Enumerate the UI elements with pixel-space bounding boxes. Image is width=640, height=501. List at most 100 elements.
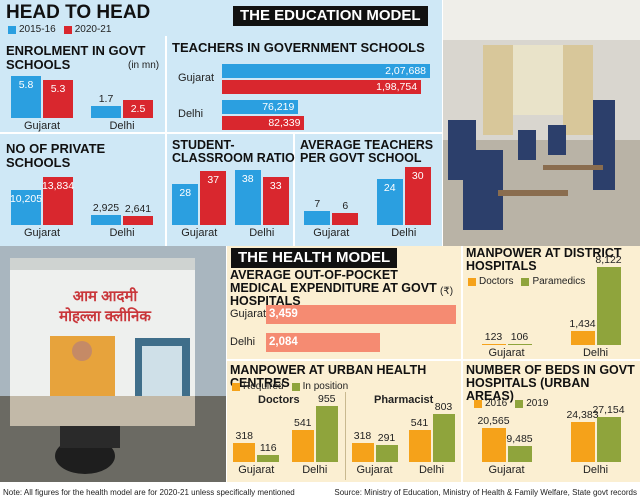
legend-swatch	[468, 277, 476, 286]
value-label: 1,98,754	[376, 80, 418, 93]
legend-label: In position	[302, 381, 349, 392]
x-tick-label: Gujarat	[488, 347, 525, 359]
sign-text: मोहल्ला क्लीनिक	[58, 307, 152, 325]
x-tick-label: Delhi	[302, 464, 328, 476]
value-label: 6	[342, 200, 349, 213]
bar	[43, 177, 73, 225]
bar	[332, 213, 359, 225]
value-label: 10,205	[9, 192, 43, 205]
x-tick-label: Gujarat	[181, 227, 218, 239]
x-tick-label: Gujarat	[356, 464, 393, 476]
value-label: 2,641	[124, 202, 152, 215]
bar	[262, 177, 289, 225]
unit-label: (₹)	[440, 286, 454, 297]
divider	[0, 132, 442, 134]
value-label: 28	[179, 187, 192, 200]
value-label: 2.5	[130, 102, 146, 115]
bar	[91, 214, 121, 225]
legend: Required In position	[232, 381, 348, 392]
value-label: 76,219	[262, 100, 295, 113]
bar	[596, 417, 621, 462]
bar	[375, 444, 398, 462]
chart-title: TEACHERS IN GOVERNMENT SCHOOLS	[172, 40, 425, 55]
sign-text: आम आदमी	[73, 287, 139, 305]
value-label: 5.8	[18, 79, 34, 91]
legend-swatch	[8, 25, 16, 34]
chart-title: NO OF PRIVATE SCHOOLS	[6, 141, 106, 170]
divider	[461, 246, 463, 482]
legend: 2016 2019	[474, 398, 549, 409]
value-label: 24	[383, 181, 396, 194]
section-title: THE HEALTH MODEL	[231, 248, 398, 268]
x-tick-label: Gujarat	[23, 227, 61, 239]
value-label: 9,485	[506, 433, 533, 446]
chart-title: ENROLMENT IN GOVT SCHOOLS	[6, 43, 146, 72]
x-tick-label: Delhi	[418, 464, 445, 476]
value-label: 116	[259, 442, 277, 455]
value-label: 8,122	[595, 254, 622, 266]
value-label: 7	[314, 198, 321, 211]
chart-title: STUDENT-CLASSROOM RATIO	[172, 138, 295, 166]
bar	[507, 343, 532, 345]
x-tick-label: Delhi	[249, 227, 275, 239]
value-label: 2,925	[92, 201, 120, 214]
y-tick-label: Gujarat	[178, 72, 215, 84]
bar	[408, 429, 431, 462]
x-tick-label: Delhi	[582, 347, 609, 359]
value-label: 20,565	[477, 414, 510, 427]
bar	[257, 455, 280, 462]
bar	[481, 343, 506, 345]
x-tick-label: Delhi	[109, 227, 135, 239]
bar	[315, 406, 338, 462]
legend: Doctors Paramedics	[468, 276, 585, 287]
legend-swatch	[63, 25, 72, 34]
value-label: 3,459	[269, 307, 298, 320]
bar	[266, 305, 456, 324]
bar	[123, 99, 153, 118]
bar	[234, 170, 261, 225]
chart-title: AVERAGE OUT-OF-POCKET MEDICAL EXPENDITUR…	[230, 268, 437, 309]
legend-swatch	[232, 382, 240, 391]
chart-subtitle: Doctors	[258, 394, 300, 406]
divider	[345, 392, 346, 480]
value-label: 318	[235, 430, 254, 443]
legend-swatch	[291, 382, 300, 391]
bar	[222, 116, 305, 130]
bar	[376, 178, 403, 225]
bar	[481, 427, 506, 462]
value-label: 541	[293, 417, 312, 430]
legend-label: 2015-16	[19, 24, 56, 35]
bar	[291, 430, 314, 462]
bar	[172, 184, 199, 225]
bar	[11, 189, 41, 225]
legend-label: Required	[243, 381, 284, 392]
value-label: 30	[411, 170, 424, 182]
x-tick-label: Gujarat	[23, 120, 61, 132]
value-label: 318	[353, 429, 372, 442]
value-label: 2,084	[269, 335, 298, 348]
y-tick-label: Gujarat	[230, 307, 267, 320]
value-label: 1.7	[98, 92, 114, 105]
x-tick-label: Gujarat	[313, 227, 350, 239]
bar	[351, 442, 374, 462]
value-label: 27,154	[592, 404, 625, 416]
divider	[165, 36, 167, 246]
divider	[227, 359, 640, 361]
x-tick-label: Gujarat	[238, 464, 275, 476]
bar	[43, 79, 73, 118]
bar	[222, 80, 422, 94]
bar	[222, 64, 430, 78]
value-label: 541	[410, 416, 429, 429]
bar	[266, 333, 381, 352]
legend-swatch	[474, 399, 482, 408]
value-label: 2,07,688	[385, 64, 426, 77]
value-label: 37	[207, 174, 220, 187]
bar	[11, 76, 41, 118]
bar	[570, 421, 595, 462]
x-tick-label: Delhi	[582, 464, 609, 476]
legend-swatch	[515, 399, 524, 408]
divider	[293, 134, 295, 246]
footer-note: Note: All figures for the health model a…	[3, 488, 295, 497]
value-label: 1,434	[569, 318, 596, 331]
